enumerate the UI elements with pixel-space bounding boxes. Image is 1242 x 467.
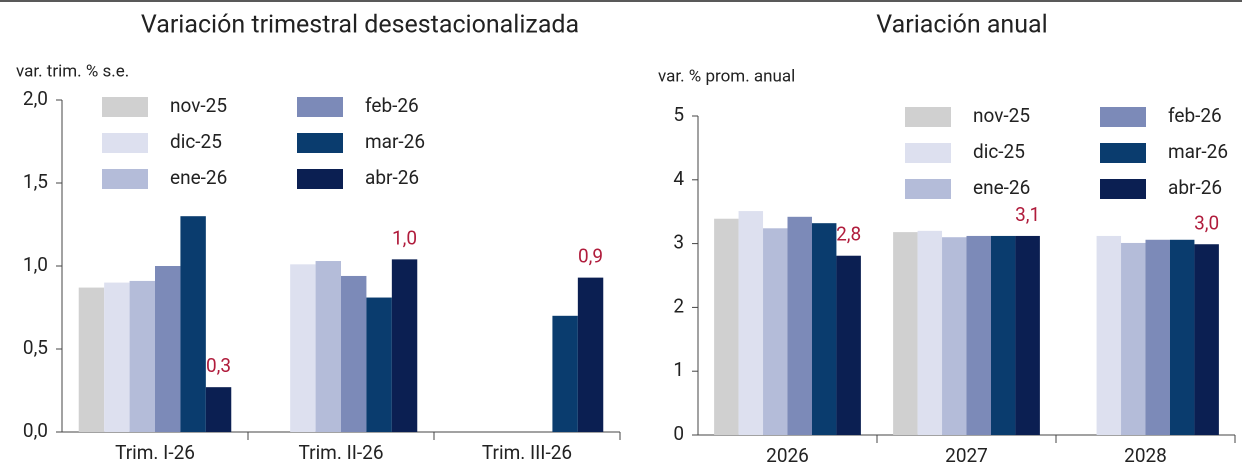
y-tick-label: 0 — [673, 422, 684, 445]
bar — [1145, 239, 1170, 435]
bar — [391, 259, 418, 432]
x-tick-label: Trim. I-26 — [115, 441, 195, 464]
bar — [1096, 235, 1122, 435]
legend-swatch — [102, 133, 148, 153]
bar — [917, 230, 943, 435]
legend-label: mar-26 — [1168, 140, 1228, 163]
legend-label: feb-26 — [1168, 104, 1222, 127]
bar — [990, 235, 1016, 435]
legend-label: mar-26 — [365, 130, 425, 153]
bar — [366, 297, 392, 432]
bar — [787, 216, 812, 435]
x-tick-label: 2028 — [1124, 444, 1167, 467]
y-tick-label: 2 — [673, 294, 684, 317]
legend-label: abr-26 — [1168, 176, 1222, 199]
bar — [552, 315, 578, 432]
bar — [1194, 244, 1219, 435]
y-tick-label: 1,5 — [23, 170, 48, 193]
legend-label: ene-26 — [170, 166, 227, 189]
legend-swatch — [1100, 107, 1146, 127]
bar — [78, 287, 105, 432]
legend-swatch — [102, 169, 148, 189]
data-label: 3,0 — [1194, 211, 1219, 234]
bar — [738, 211, 764, 435]
y-tick-label: 4 — [673, 167, 684, 190]
y-tick-label: 1,0 — [23, 253, 48, 276]
legend-label: dic-25 — [973, 140, 1025, 163]
legend-swatch — [102, 97, 148, 117]
data-label: 0,3 — [206, 354, 231, 377]
data-label: 0,9 — [578, 245, 603, 268]
y-axis-label: var. % prom. anual — [658, 66, 795, 86]
bar — [577, 277, 604, 432]
legend-swatch — [297, 97, 343, 117]
legend-label: dic-25 — [170, 130, 222, 153]
legend-swatch — [905, 107, 951, 127]
bar — [763, 228, 788, 435]
bar — [811, 223, 837, 435]
y-tick-label: 5 — [673, 103, 684, 126]
legend-swatch — [297, 169, 343, 189]
data-label: 3,1 — [1015, 203, 1040, 226]
bar — [966, 235, 991, 435]
x-tick-label: 2026 — [766, 444, 809, 467]
bar — [104, 282, 130, 432]
x-tick-label: 2027 — [945, 444, 988, 467]
legend-swatch — [1100, 179, 1146, 199]
bar — [714, 218, 739, 435]
data-label: 1,0 — [392, 226, 417, 249]
data-label: 2,8 — [836, 223, 861, 246]
x-tick-label: Trim. III-26 — [482, 441, 572, 464]
legend-label: abr-26 — [365, 166, 419, 189]
bar — [180, 216, 206, 432]
bar — [315, 261, 341, 432]
y-tick-label: 3 — [673, 231, 684, 254]
bar — [129, 280, 155, 432]
legend-swatch — [1100, 143, 1146, 163]
bar — [1121, 242, 1146, 435]
bar — [1169, 239, 1195, 435]
bar — [1015, 235, 1040, 435]
chart-title: Variación trimestral desestacionalizada — [141, 11, 579, 40]
y-tick-label: 0,0 — [23, 419, 48, 442]
bar — [836, 255, 861, 435]
y-tick-label: 0,5 — [23, 336, 48, 359]
legend-swatch — [905, 179, 951, 199]
legend-label: ene-26 — [973, 176, 1030, 199]
y-tick-label: 1 — [673, 358, 684, 381]
y-axis-label: var. trim. % s.e. — [16, 61, 129, 81]
bar — [893, 232, 918, 435]
legend-swatch — [297, 133, 343, 153]
bar — [341, 275, 367, 432]
legend-label: nov-25 — [170, 94, 227, 117]
legend-label: feb-26 — [365, 94, 419, 117]
x-tick-label: Trim. II-26 — [298, 441, 383, 464]
chart-title: Variación anual — [876, 11, 1047, 40]
legend-label: nov-25 — [973, 104, 1030, 127]
bar — [155, 266, 181, 432]
bar — [205, 387, 232, 432]
legend-swatch — [905, 143, 951, 163]
bar — [942, 237, 967, 435]
bar — [290, 264, 316, 432]
y-tick-label: 2,0 — [23, 87, 48, 110]
